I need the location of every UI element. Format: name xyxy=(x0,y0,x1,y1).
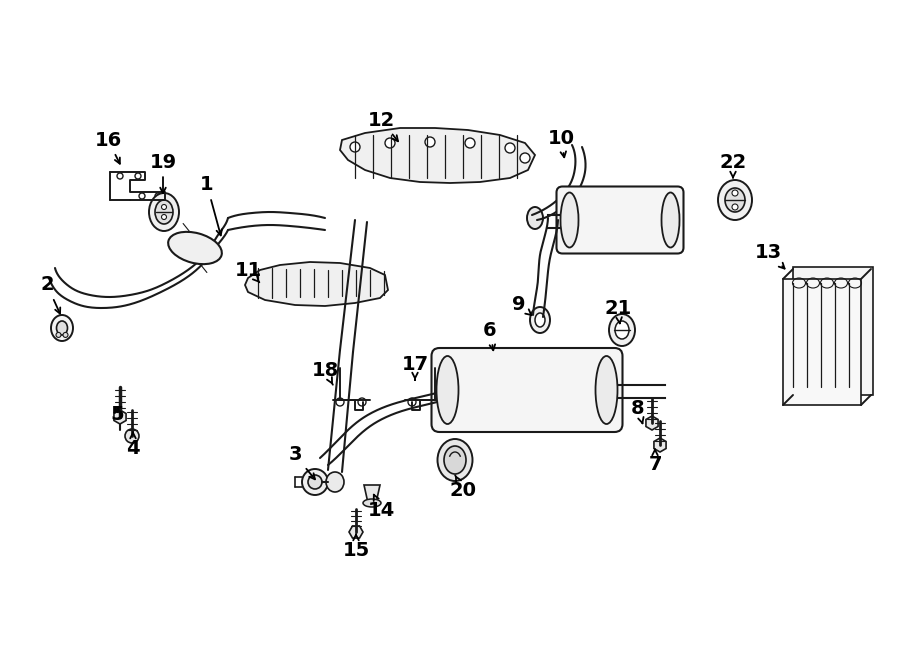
Polygon shape xyxy=(654,438,666,452)
Circle shape xyxy=(520,153,530,163)
Text: 14: 14 xyxy=(367,494,394,520)
Text: 7: 7 xyxy=(648,449,662,475)
Ellipse shape xyxy=(615,321,629,339)
Ellipse shape xyxy=(363,499,381,507)
Circle shape xyxy=(56,332,61,337)
Ellipse shape xyxy=(437,439,472,481)
Text: 12: 12 xyxy=(367,110,398,141)
Circle shape xyxy=(425,137,435,147)
Ellipse shape xyxy=(149,193,179,231)
Ellipse shape xyxy=(326,472,344,492)
Text: 17: 17 xyxy=(401,356,428,380)
Ellipse shape xyxy=(596,356,617,424)
Polygon shape xyxy=(340,128,535,183)
Circle shape xyxy=(161,204,166,210)
Circle shape xyxy=(385,138,395,148)
Circle shape xyxy=(63,332,68,337)
Text: 15: 15 xyxy=(342,534,370,559)
FancyBboxPatch shape xyxy=(783,279,861,405)
Text: 2: 2 xyxy=(40,276,60,313)
Polygon shape xyxy=(114,410,126,424)
Text: 13: 13 xyxy=(754,243,785,268)
Circle shape xyxy=(732,204,738,210)
Ellipse shape xyxy=(725,188,745,212)
Ellipse shape xyxy=(535,313,545,327)
Text: 11: 11 xyxy=(234,260,262,282)
Circle shape xyxy=(505,143,515,153)
Text: 9: 9 xyxy=(512,295,531,315)
FancyBboxPatch shape xyxy=(556,186,683,254)
Ellipse shape xyxy=(444,446,466,474)
Circle shape xyxy=(732,190,738,196)
Ellipse shape xyxy=(168,232,221,264)
Ellipse shape xyxy=(302,469,328,495)
Text: 10: 10 xyxy=(547,128,574,157)
Ellipse shape xyxy=(609,314,635,346)
Ellipse shape xyxy=(530,307,550,333)
Text: 6: 6 xyxy=(483,321,497,350)
Ellipse shape xyxy=(662,192,680,247)
Text: 3: 3 xyxy=(288,446,315,479)
Ellipse shape xyxy=(561,192,579,247)
Circle shape xyxy=(465,138,475,148)
Polygon shape xyxy=(349,526,363,538)
Text: 18: 18 xyxy=(311,360,338,385)
Text: 4: 4 xyxy=(126,432,140,457)
Polygon shape xyxy=(245,262,388,306)
Text: 22: 22 xyxy=(719,153,747,178)
Ellipse shape xyxy=(51,315,73,341)
Text: 20: 20 xyxy=(449,475,476,500)
Polygon shape xyxy=(364,485,380,503)
Ellipse shape xyxy=(527,207,543,229)
FancyBboxPatch shape xyxy=(431,348,623,432)
Text: 5: 5 xyxy=(110,405,124,424)
Ellipse shape xyxy=(308,475,322,489)
Text: 1: 1 xyxy=(200,176,222,235)
FancyBboxPatch shape xyxy=(793,267,873,395)
Circle shape xyxy=(350,142,360,152)
Ellipse shape xyxy=(436,356,458,424)
Text: 19: 19 xyxy=(149,153,176,193)
Text: 21: 21 xyxy=(605,299,632,323)
Circle shape xyxy=(125,429,139,443)
Polygon shape xyxy=(646,416,658,430)
Text: 16: 16 xyxy=(94,130,122,164)
Ellipse shape xyxy=(57,321,68,335)
Ellipse shape xyxy=(718,180,752,220)
Text: 8: 8 xyxy=(631,399,644,424)
Ellipse shape xyxy=(155,200,173,224)
Circle shape xyxy=(161,215,166,219)
